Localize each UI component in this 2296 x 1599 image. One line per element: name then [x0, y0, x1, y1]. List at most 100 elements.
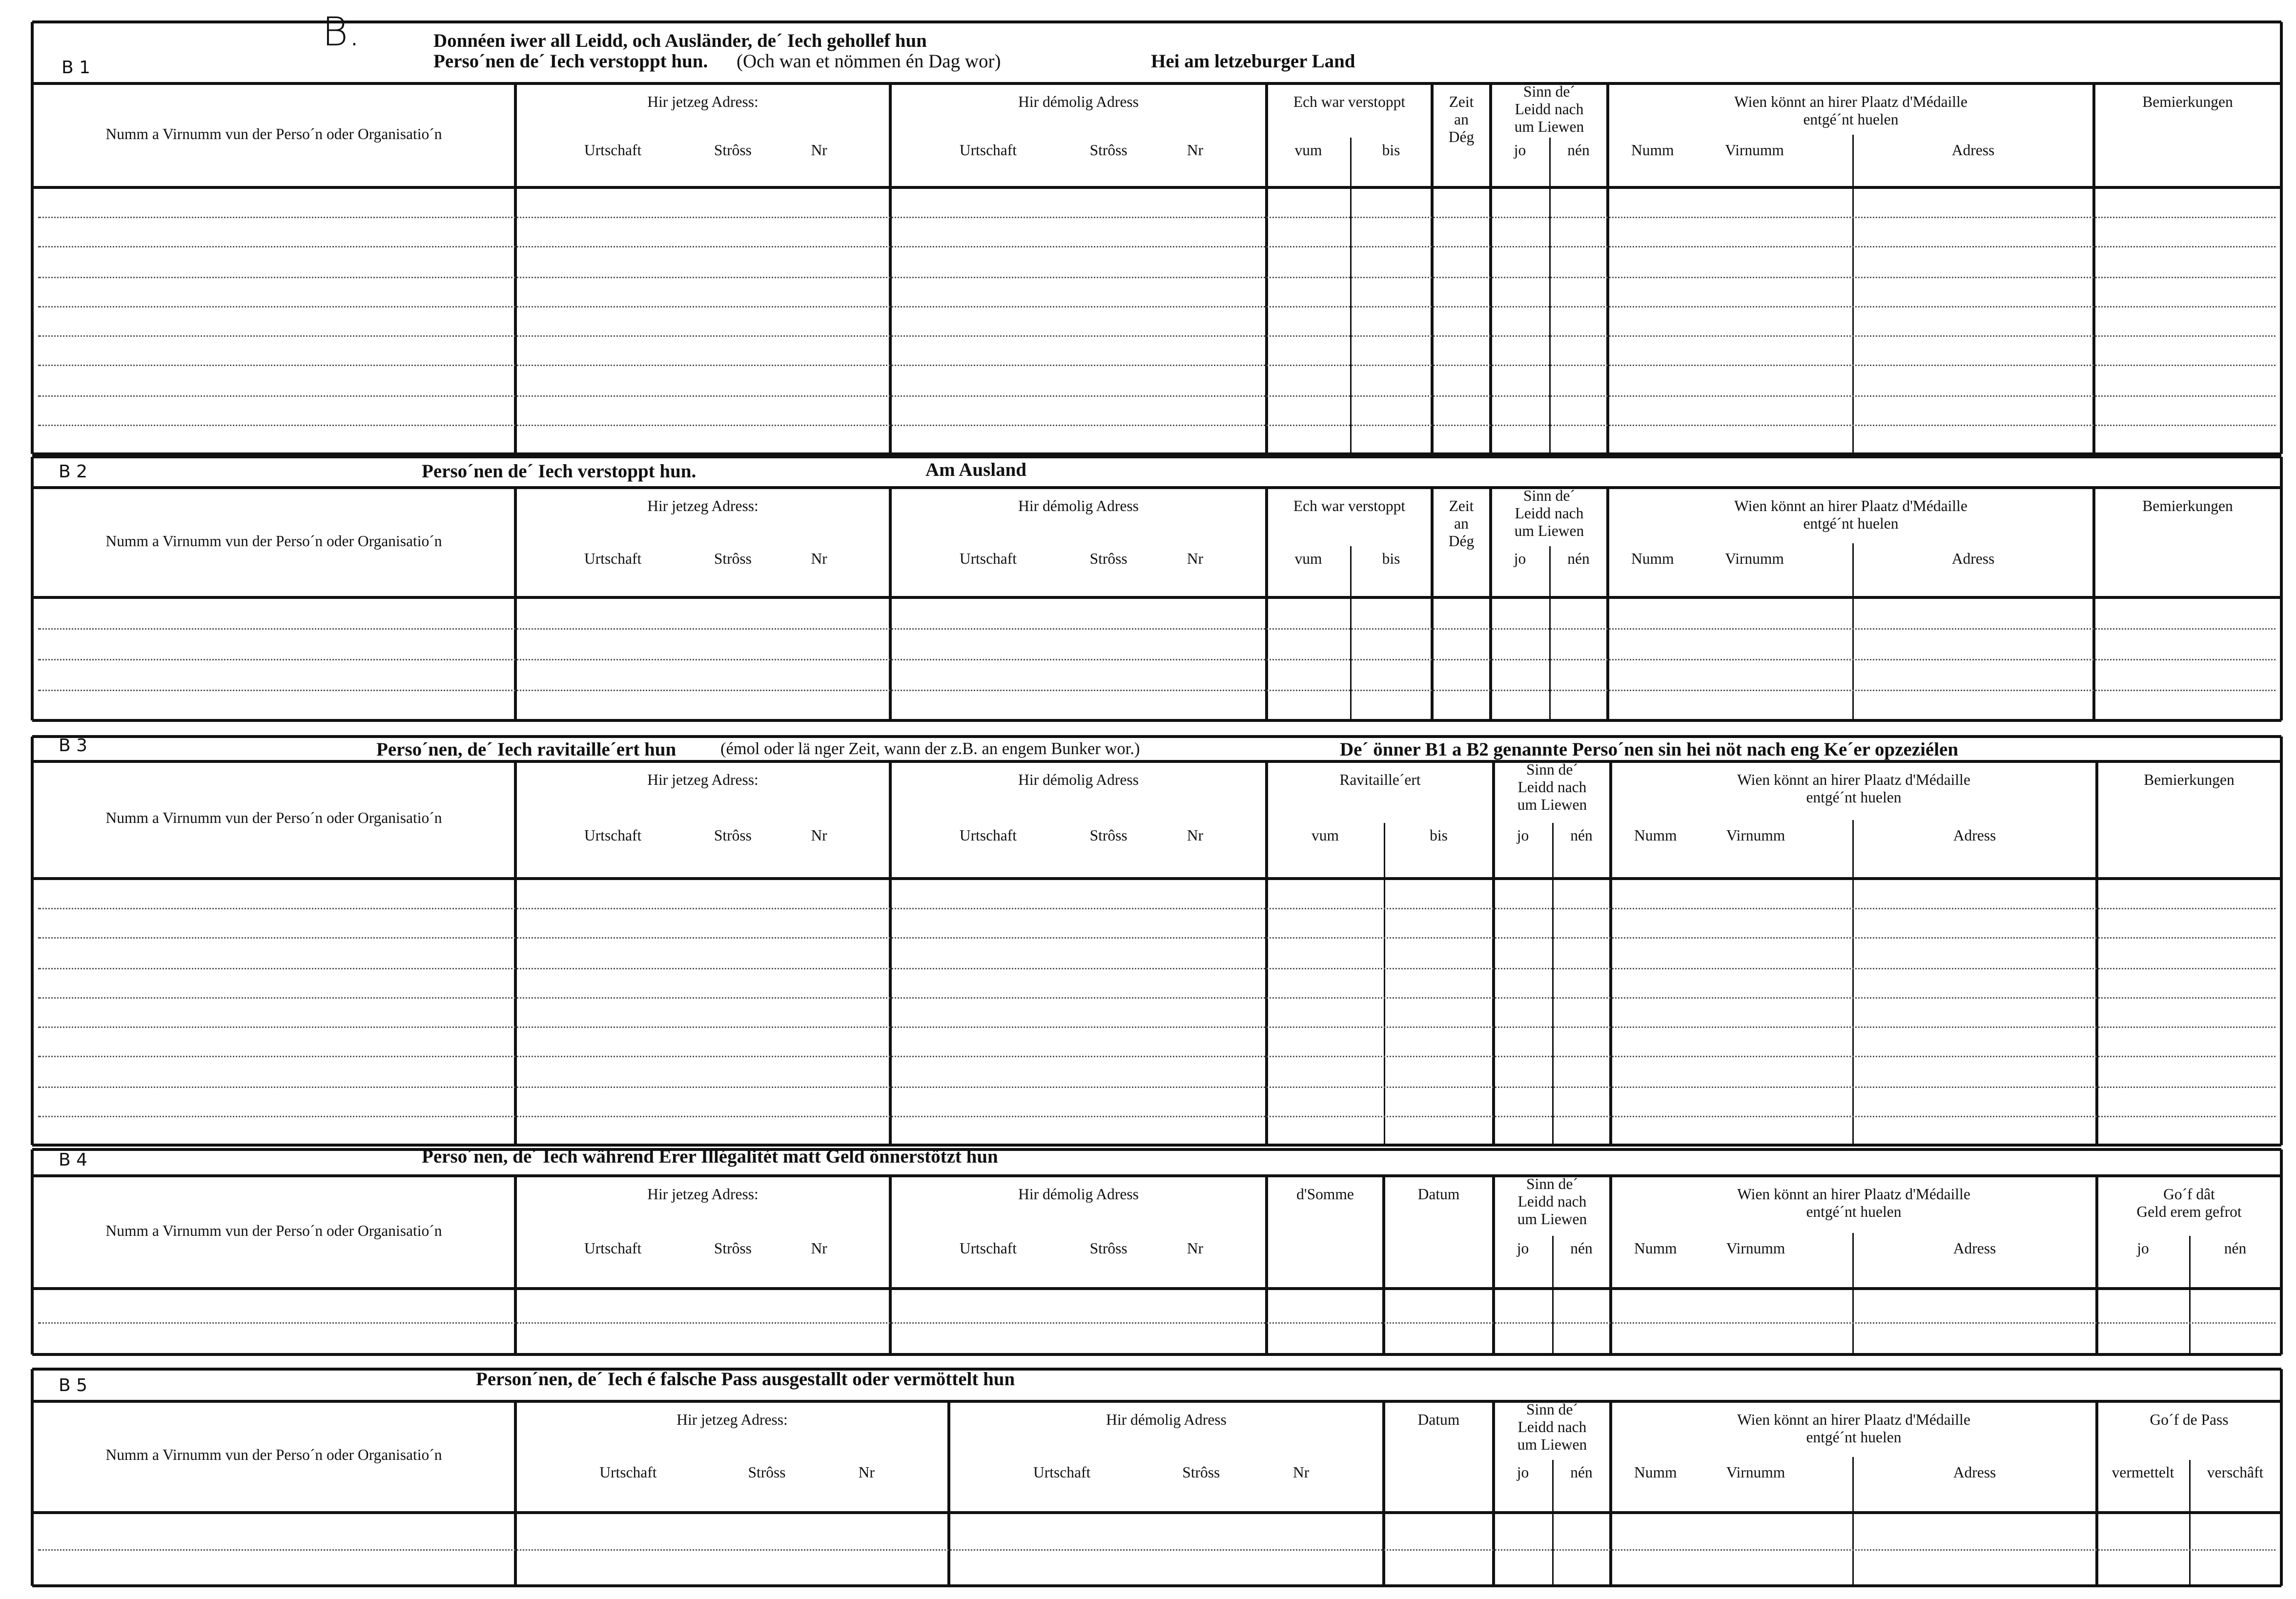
column-header-period: Ech war verstoppt: [1293, 499, 1406, 515]
column-divider: [889, 83, 892, 454]
subheader-address: Adress: [1951, 144, 1995, 160]
entry-line[interactable]: [38, 217, 2276, 219]
column-divider: [1551, 823, 1553, 879]
column-divider: [1489, 83, 1492, 454]
subheader-town: Urtschaft: [959, 551, 1017, 568]
subheader-town: Urtschaft: [599, 1466, 657, 1482]
subheader-to: bis: [1430, 829, 1448, 846]
entry-line[interactable]: [38, 1026, 2276, 1028]
subheader-address: Adress: [1953, 1241, 1996, 1257]
entry-line[interactable]: [38, 394, 2276, 396]
subheader-number: Nr: [1187, 829, 1204, 846]
column-divider: [514, 761, 517, 1145]
column-divider: [1606, 83, 1609, 454]
subheader-address: Adress: [1953, 1466, 1996, 1482]
section-code: B 3: [59, 735, 88, 756]
column-header-survived: Sinn de´ Leidd nach um Liewen: [1514, 489, 1584, 540]
column-divider: [1382, 1401, 1385, 1586]
column-divider: [514, 83, 517, 454]
entry-line[interactable]: [38, 1056, 2276, 1058]
column-header-medal: Wien könnt an hirer Plaatz d'Médaille en…: [1737, 1188, 1970, 1221]
column-divider: [1851, 1232, 1853, 1289]
subheader-town: Urtschaft: [959, 829, 1017, 846]
rule-line: [32, 1367, 2281, 1371]
column-header-survived: Sinn de´ Leidd nach um Liewen: [1517, 1177, 1587, 1229]
entry-line[interactable]: [38, 246, 2276, 248]
subheader-address: Adress: [1951, 551, 1995, 568]
subheader-town: Urtschaft: [584, 1241, 642, 1257]
column-divider: [1431, 488, 1434, 720]
entry-line[interactable]: [38, 997, 2276, 999]
entry-line[interactable]: [38, 967, 2276, 969]
section-title-extra: Hei am letzeburger Land: [1151, 50, 1355, 72]
subheader-number: Nr: [811, 551, 827, 568]
entry-line[interactable]: [38, 276, 2276, 278]
column-divider: [1548, 545, 1550, 597]
section-code: B 4: [59, 1149, 88, 1170]
column-header-former-address: Hir démolig Adress: [1106, 1413, 1227, 1429]
subheader-no: nén: [1570, 1466, 1593, 1482]
column-divider: [1851, 820, 1853, 879]
subheader-street: Strôss: [1089, 1241, 1128, 1257]
subheader-street: Strôss: [714, 1241, 752, 1257]
entry-line[interactable]: [38, 335, 2276, 337]
column-divider: [1349, 138, 1351, 187]
subheader-yes: jo: [1517, 1466, 1529, 1482]
column-header-name: Numm a Virnumm vun der Perso´n oder Orga…: [105, 126, 442, 143]
column-divider: [1492, 1176, 1495, 1354]
column-header-current-address: Hir jetzeg Adress:: [647, 773, 758, 789]
entry-line[interactable]: [38, 628, 2276, 630]
column-header-name: Numm a Virnumm vun der Perso´n oder Orga…: [105, 811, 442, 827]
subheader-from: vum: [1311, 829, 1339, 846]
rule-line: [32, 1148, 2281, 1151]
entry-line[interactable]: [38, 690, 2276, 691]
column-header-survived: Sinn de´ Leidd nach um Liewen: [1517, 763, 1587, 814]
entry-line[interactable]: [38, 306, 2276, 308]
entry-line[interactable]: [38, 1549, 2276, 1551]
entry-line[interactable]: [38, 659, 2276, 660]
subheader-street: Strôss: [714, 829, 752, 846]
entry-line[interactable]: [38, 1321, 2276, 1323]
column-header-repaid: Go´f dât Geld erem gefrot: [2136, 1188, 2242, 1221]
column-divider: [1383, 823, 1385, 879]
subheader-from: vum: [1294, 144, 1322, 160]
rule-line: [32, 82, 2281, 85]
column-divider: [31, 737, 34, 1145]
entry-line[interactable]: [38, 424, 2276, 426]
entry-line[interactable]: [38, 365, 2276, 367]
column-divider: [1265, 1176, 1268, 1354]
section-title: Person´nen, de´ Iech é falsche Pass ausg…: [476, 1368, 1015, 1390]
column-divider: [2280, 1149, 2283, 1354]
subheader-yes: jo: [1514, 144, 1526, 160]
column-header-former-address: Hir démolig Adress: [1018, 499, 1139, 515]
subheader-street: Strôss: [1089, 144, 1128, 160]
column-header-former-address: Hir démolig Adress: [1018, 773, 1139, 789]
entry-line[interactable]: [38, 1115, 2276, 1117]
column-divider: [2095, 761, 2098, 1145]
subheader-town: Urtschaft: [584, 551, 642, 568]
entry-line[interactable]: [38, 938, 2276, 940]
column-divider: [2092, 83, 2095, 454]
column-divider: [1851, 879, 1853, 1145]
subheader-no: nén: [1567, 551, 1590, 568]
subheader-repaid-no: nén: [2224, 1241, 2247, 1257]
subheader-yes: jo: [1517, 829, 1529, 846]
column-header-former-address: Hir démolig Adress: [1018, 1188, 1139, 1204]
entry-line[interactable]: [38, 908, 2276, 910]
subheader-last-name: Numm: [1631, 551, 1674, 568]
column-divider: [514, 488, 517, 720]
rule-line: [32, 20, 2281, 24]
column-header-current-address: Hir jetzeg Adress:: [647, 1188, 758, 1204]
column-divider: [1349, 187, 1351, 454]
subheader-address: Adress: [1953, 829, 1996, 846]
column-divider: [1349, 545, 1351, 597]
column-divider: [2280, 22, 2283, 454]
column-divider: [514, 1176, 517, 1354]
subheader-no: nén: [1567, 144, 1590, 160]
column-header-medal: Wien könnt an hirer Plaatz d'Médaille en…: [1737, 773, 1970, 807]
entry-line[interactable]: [38, 1086, 2276, 1087]
column-header-period: Ravitaille´ert: [1339, 773, 1421, 789]
subheader-to: bis: [1382, 551, 1400, 568]
subheader-no: nén: [1570, 1241, 1593, 1257]
subheader-from: vum: [1294, 551, 1322, 568]
